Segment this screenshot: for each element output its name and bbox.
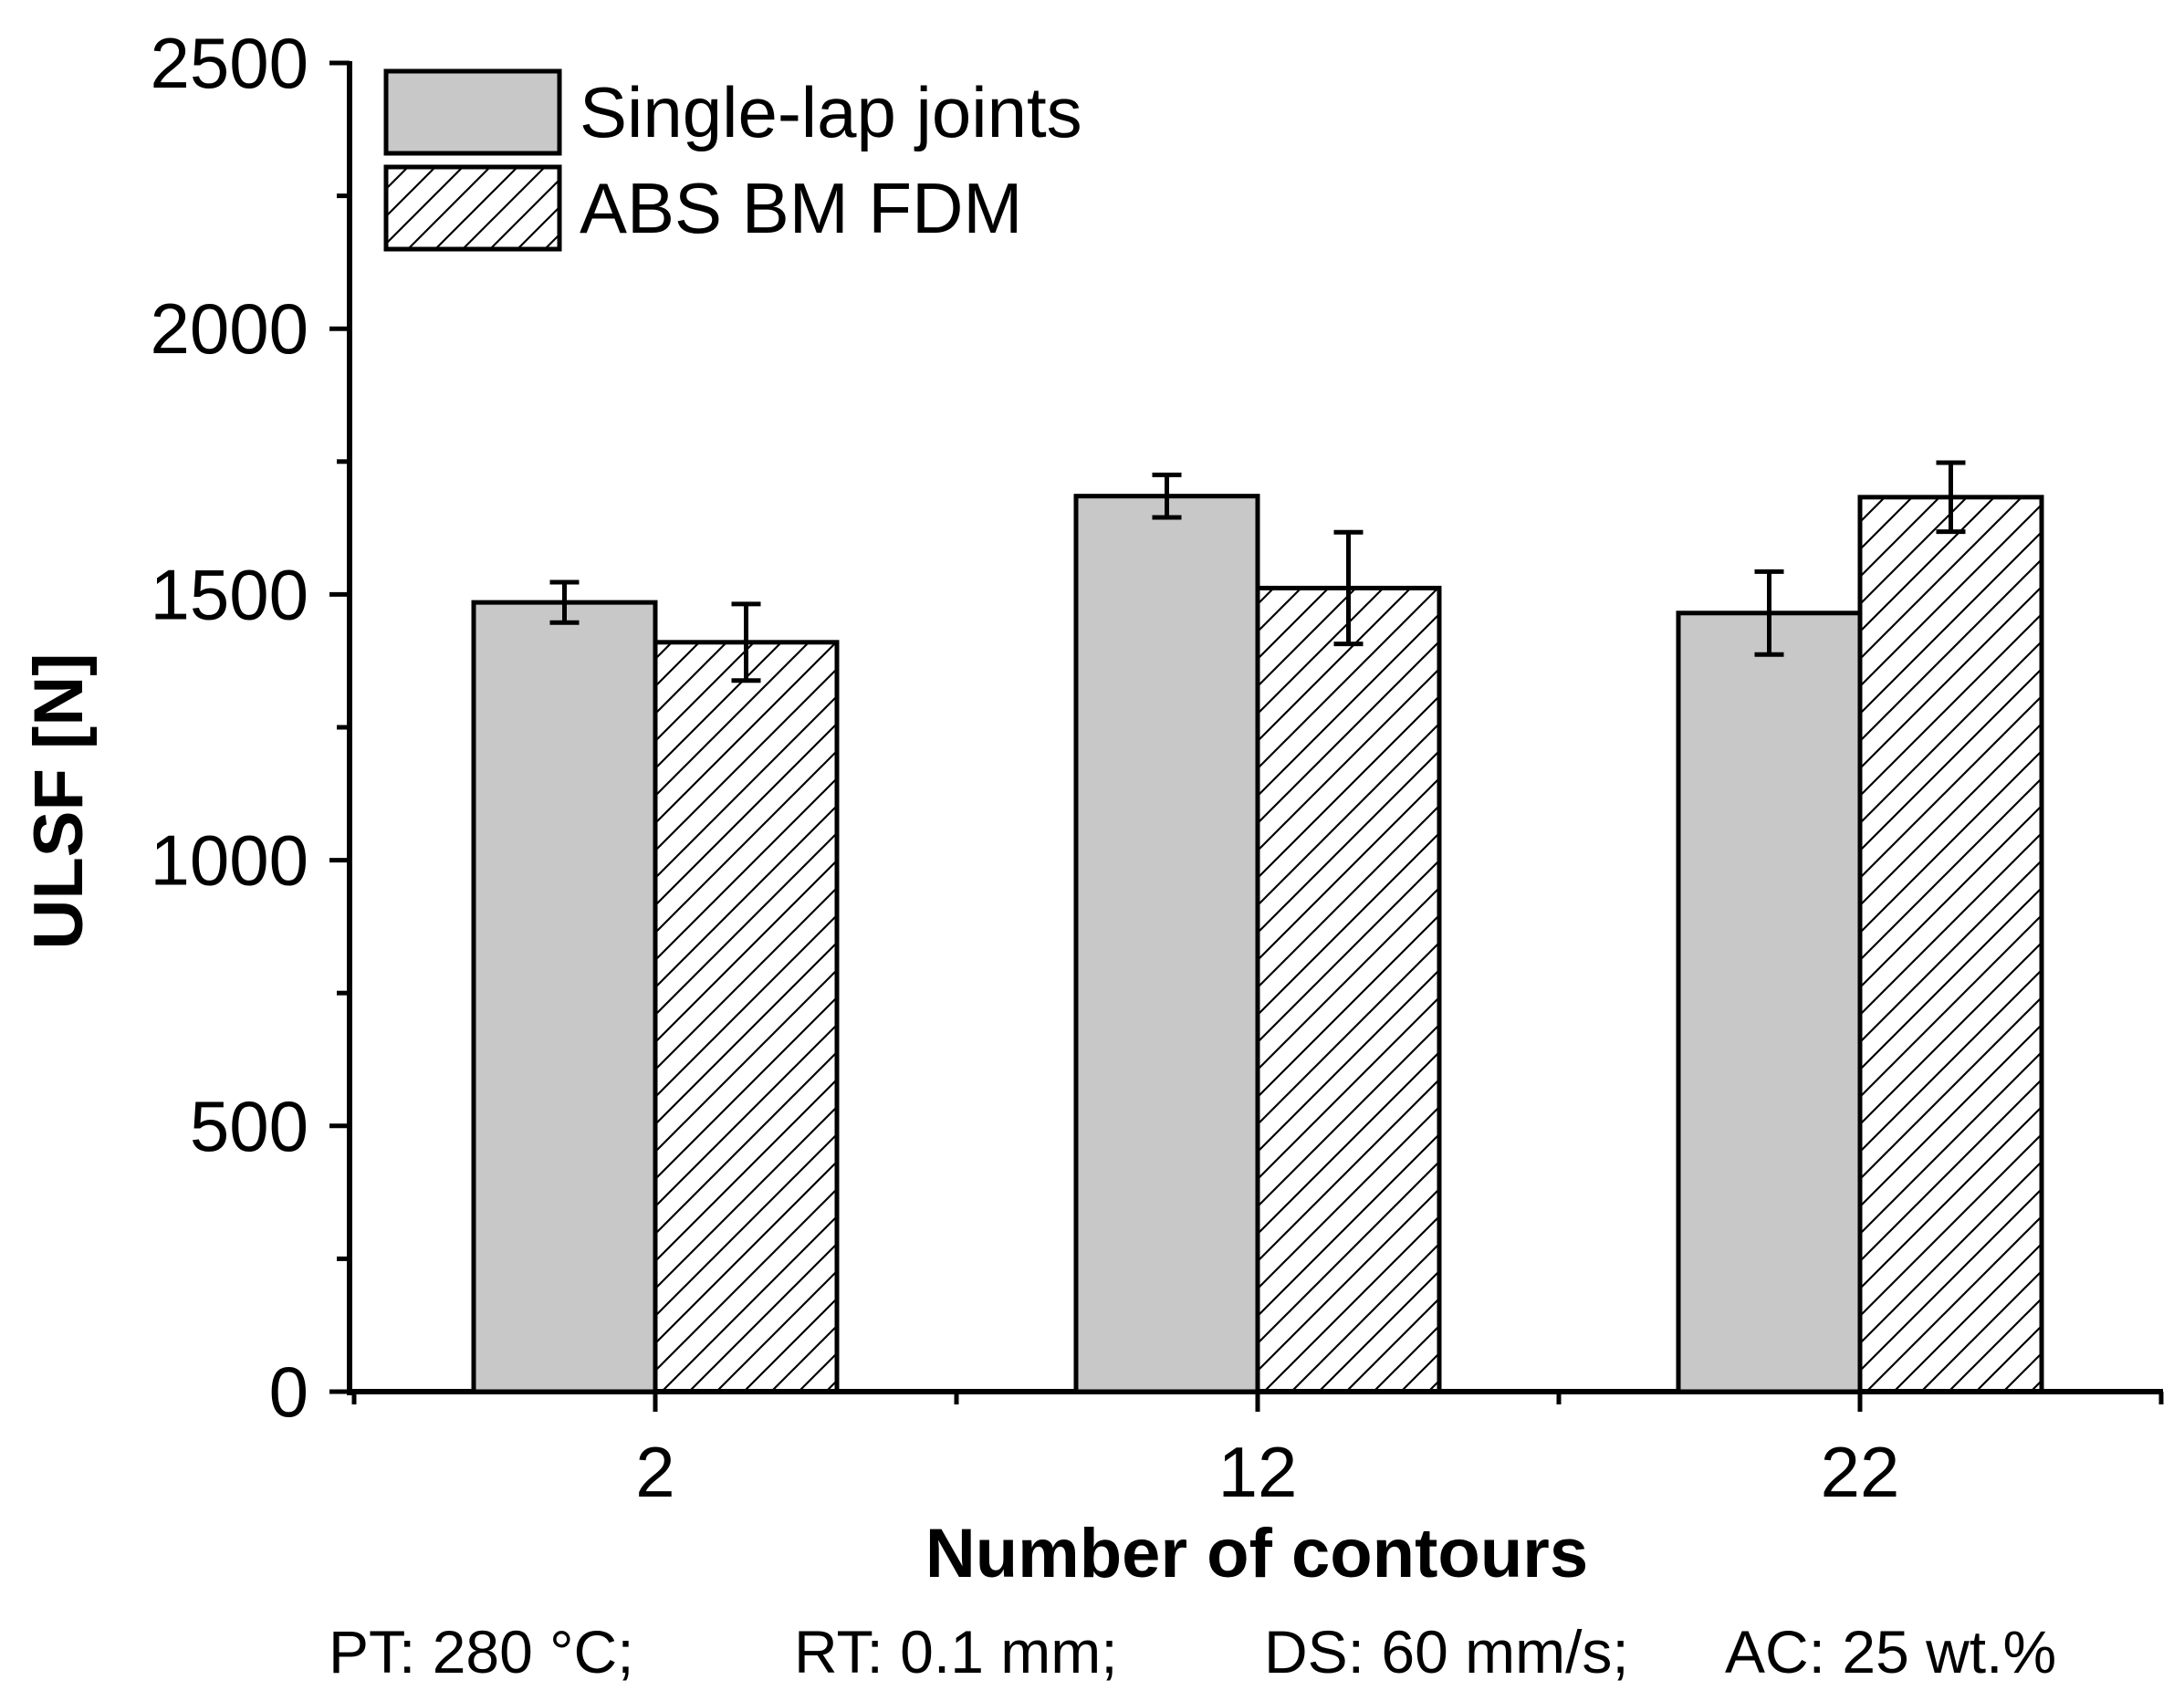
y-axis: 0 500 1000 1500 2000 2500 (150, 23, 352, 1432)
x-axis-title: Number of contours (925, 1515, 1588, 1592)
bar-single-lap-joints (1676, 610, 1863, 1394)
footnote-rt: RT: 0.1 mm; (794, 1618, 1118, 1685)
bar-abs-bm-fdm (1255, 585, 1442, 1394)
y-tick-label: 500 (190, 1086, 308, 1166)
y-tick-label: 0 (269, 1351, 308, 1432)
legend: Single-lap joints ABS BM FDM (383, 68, 1082, 252)
legend-swatch-abs-bm-fdm (383, 164, 562, 252)
bar-abs-bm-fdm (1857, 495, 2044, 1394)
y-tick-label: 2500 (150, 23, 308, 103)
y-axis-title: ULSF [N] (20, 652, 98, 949)
bars (471, 494, 2044, 1394)
footnote: PT: 280 °C; RT: 0.1 mm; DS: 60 mm/s; AC:… (329, 1618, 2056, 1685)
bar-abs-bm-fdm (653, 640, 840, 1394)
footnote-pt: PT: 280 °C; (329, 1618, 634, 1685)
bar-single-lap-joints (1073, 494, 1260, 1394)
footnote-ds: DS: 60 mm/s; (1264, 1618, 1629, 1685)
y-tick-label: 1500 (150, 554, 308, 634)
error-bars (549, 460, 1966, 684)
bar-single-lap-joints (471, 600, 658, 1394)
y-tick-label: 2000 (150, 288, 308, 369)
x-tick-label: 2 (635, 1432, 674, 1512)
x-tick-label: 12 (1218, 1432, 1298, 1512)
x-tick-label: 22 (1821, 1432, 1900, 1512)
legend-label-abs-bm-fdm: ABS BM FDM (580, 168, 1022, 248)
x-axis: 2 12 22 (347, 1389, 2164, 1512)
legend-label-single-lap-joints: Single-lap joints (580, 72, 1082, 152)
footnote-ac: AC: 25 wt.% (1725, 1618, 2056, 1685)
y-tick-label: 1000 (150, 820, 308, 901)
legend-swatch-single-lap-joints (383, 68, 562, 156)
